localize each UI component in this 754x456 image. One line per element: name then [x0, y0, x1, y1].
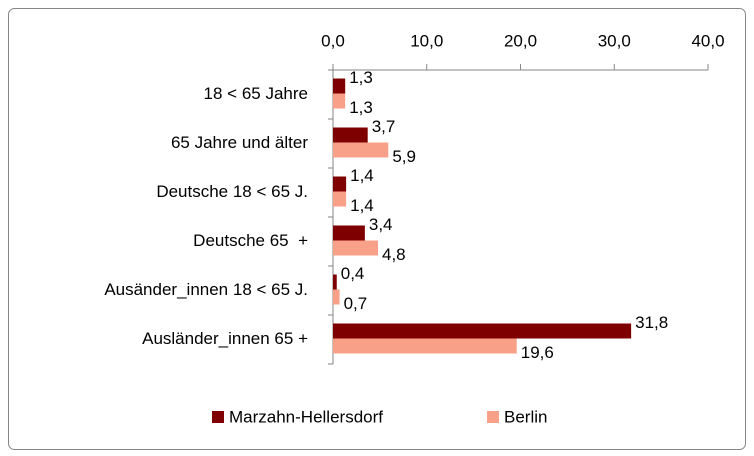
- bar: [333, 127, 368, 143]
- bar: [333, 289, 340, 305]
- bar: [333, 176, 347, 192]
- legend-swatch: [212, 411, 224, 423]
- x-tick-label: 20,0: [504, 31, 537, 50]
- data-label: 3,4: [369, 215, 393, 234]
- data-label: 1,4: [350, 166, 374, 185]
- bar: [333, 78, 346, 94]
- data-label: 0,7: [344, 294, 368, 313]
- data-label: 3,7: [372, 117, 396, 136]
- y-tick-label: Ausänder_innen 18 < 65 J.: [104, 280, 308, 299]
- y-tick-label: Deutsche 18 < 65 J.: [156, 182, 308, 201]
- data-label: 1,4: [350, 196, 374, 215]
- bar: [333, 225, 365, 241]
- x-tick-label: 10,0: [410, 31, 443, 50]
- bar: [333, 274, 337, 290]
- data-label: 5,9: [392, 147, 416, 166]
- y-tick-label: 65 Jahre und älter: [171, 133, 308, 152]
- x-tick-label: 40,0: [691, 31, 724, 50]
- data-label: 1,3: [349, 98, 373, 117]
- legend-swatch: [487, 411, 499, 423]
- data-label: 0,4: [341, 264, 365, 283]
- chart-border: [8, 8, 746, 450]
- legend-label: Marzahn-Hellersdorf: [229, 407, 383, 426]
- bar: [333, 191, 347, 207]
- x-tick-label: 0,0: [321, 31, 345, 50]
- y-tick-label: Ausländer_innen 65 +: [142, 329, 308, 348]
- data-label: 19,6: [521, 343, 554, 362]
- legend-label: Berlin: [504, 407, 547, 426]
- x-tick-label: 30,0: [598, 31, 631, 50]
- bar: [333, 142, 389, 158]
- y-tick-label: 18 < 65 Jahre: [204, 84, 308, 103]
- bar: [333, 338, 517, 354]
- data-label: 31,8: [635, 313, 668, 332]
- data-label: 1,3: [349, 68, 373, 87]
- bar: [333, 93, 346, 109]
- bar: [333, 240, 378, 256]
- y-tick-label: Deutsche 65 +: [193, 231, 308, 250]
- data-label: 4,8: [382, 245, 406, 264]
- bar: [333, 323, 632, 339]
